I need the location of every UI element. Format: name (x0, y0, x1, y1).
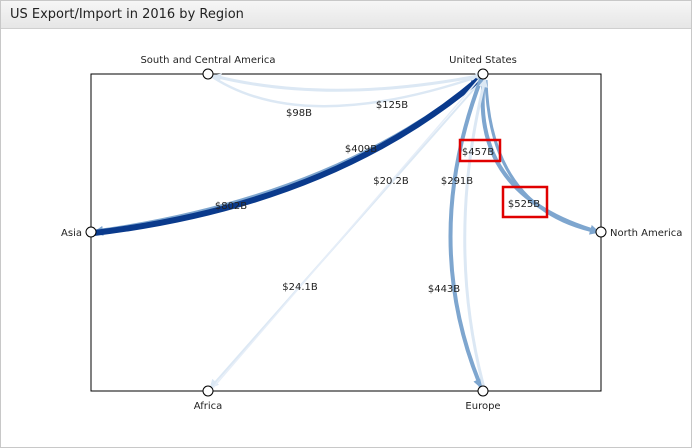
node-label-europe: Europe (465, 401, 500, 412)
flow-label-us-sca: $125B (376, 100, 408, 111)
node-label-united-states: United States (449, 55, 517, 66)
node-north-america[interactable] (595, 226, 607, 238)
node-label-south-and-central-america: South and Central America (140, 55, 275, 66)
flow-asia-us (93, 77, 480, 236)
flow-us-sca (212, 73, 484, 92)
node-united-states[interactable] (477, 68, 489, 80)
flow-label-na-us: $525B (508, 199, 540, 210)
highlight-box-457b (458, 138, 502, 163)
flow-sca-us (207, 72, 485, 108)
node-africa[interactable] (202, 385, 214, 397)
panel-title: US Export/Import in 2016 by Region (10, 7, 244, 22)
flow-us-asia (93, 77, 483, 236)
node-europe[interactable] (477, 385, 489, 397)
flow-label-us-europe: $291B (441, 176, 473, 187)
flow-label-us-africa: $20.2B (373, 176, 409, 187)
flow-europe-us (463, 78, 488, 389)
flow-label-asia-us: $802B (215, 201, 247, 212)
node-asia[interactable] (85, 226, 97, 238)
node-label-north-america: North America (610, 228, 682, 239)
flow-na-us (484, 79, 599, 234)
flow-us-europe (448, 78, 483, 389)
node-label-africa: Africa (194, 401, 223, 412)
flow-label-us-asia: $409B (345, 144, 377, 155)
flow-label-europe-us: $443B (428, 284, 460, 295)
node-label-asia: Asia (61, 228, 82, 239)
node-south-and-central-america[interactable] (202, 68, 214, 80)
flow-label-africa-us: $24.1B (282, 282, 318, 293)
flow-label-us-na: $457B (462, 147, 494, 158)
flow-africa-us (211, 77, 481, 390)
highlight-box-525b (501, 185, 549, 219)
panel-header: US Export/Import in 2016 by Region (1, 1, 691, 29)
flow-label-sca-us: $98B (286, 108, 312, 119)
